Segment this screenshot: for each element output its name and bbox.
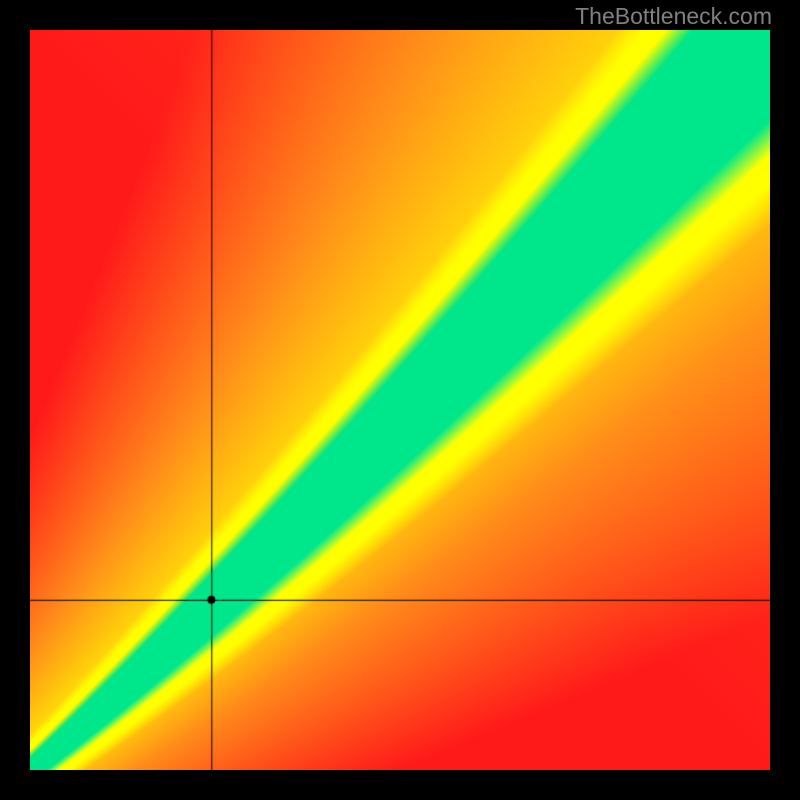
heatmap-canvas [30, 30, 770, 770]
watermark-text: TheBottleneck.com [575, 3, 772, 30]
heatmap-chart [30, 30, 770, 770]
outer-frame: TheBottleneck.com [0, 0, 800, 800]
